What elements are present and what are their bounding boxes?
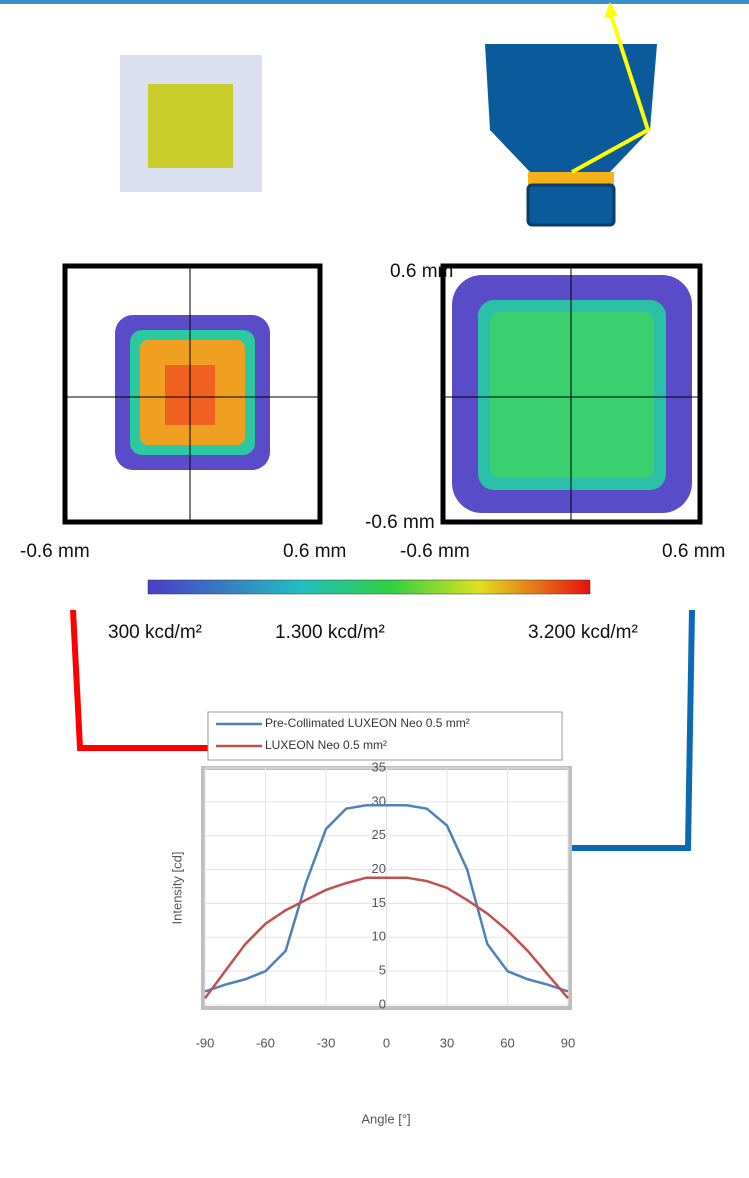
colorbar-label: 3.200 kcd/m²	[528, 622, 638, 643]
y-axis-label: Intensity [cd]	[169, 852, 184, 925]
colorbar	[148, 580, 590, 594]
x-tick-label: 90	[561, 1035, 575, 1050]
y-tick-label: 25	[372, 827, 386, 842]
map-label: 0.6 mm	[662, 541, 725, 562]
x-tick-label: -60	[256, 1035, 275, 1050]
map-label: -0.6 mm	[20, 541, 90, 562]
led-base	[528, 185, 614, 225]
y-tick-label: 0	[379, 996, 386, 1011]
x-tick-label: 60	[500, 1035, 514, 1050]
map-zone	[490, 312, 654, 478]
map-label: 0.6 mm	[283, 541, 346, 562]
y-tick-label: 15	[372, 895, 386, 910]
x-tick-label: -90	[196, 1035, 215, 1050]
x-tick-label: 0	[383, 1035, 390, 1050]
x-axis-label: Angle [°]	[361, 1111, 410, 1126]
led-die	[528, 172, 614, 185]
map-label: -0.6 mm	[365, 512, 435, 533]
x-tick-label: -30	[317, 1035, 336, 1050]
y-tick-label: 5	[379, 963, 386, 978]
collimator	[485, 44, 657, 172]
ray-head	[604, 2, 618, 18]
colorbar-label: 1.300 kcd/m²	[275, 622, 385, 643]
legend-label: Pre-Collimated LUXEON Neo 0.5 mm²	[265, 716, 470, 730]
led-emitter	[148, 84, 233, 168]
y-tick-label: 35	[372, 759, 386, 774]
y-tick-label: 10	[372, 929, 386, 944]
slide: 0.6 mm -0.6 mm -0.6 mm 0.6 mm -0.6 mm 0.…	[0, 0, 749, 1178]
map-label: 0.6 mm	[390, 261, 453, 282]
legend-label: LUXEON Neo 0.5 mm²	[265, 738, 387, 752]
x-tick-label: 30	[440, 1035, 454, 1050]
colorbar-label: 300 kcd/m²	[108, 622, 202, 643]
y-tick-label: 20	[372, 861, 386, 876]
map-label: -0.6 mm	[400, 541, 470, 562]
